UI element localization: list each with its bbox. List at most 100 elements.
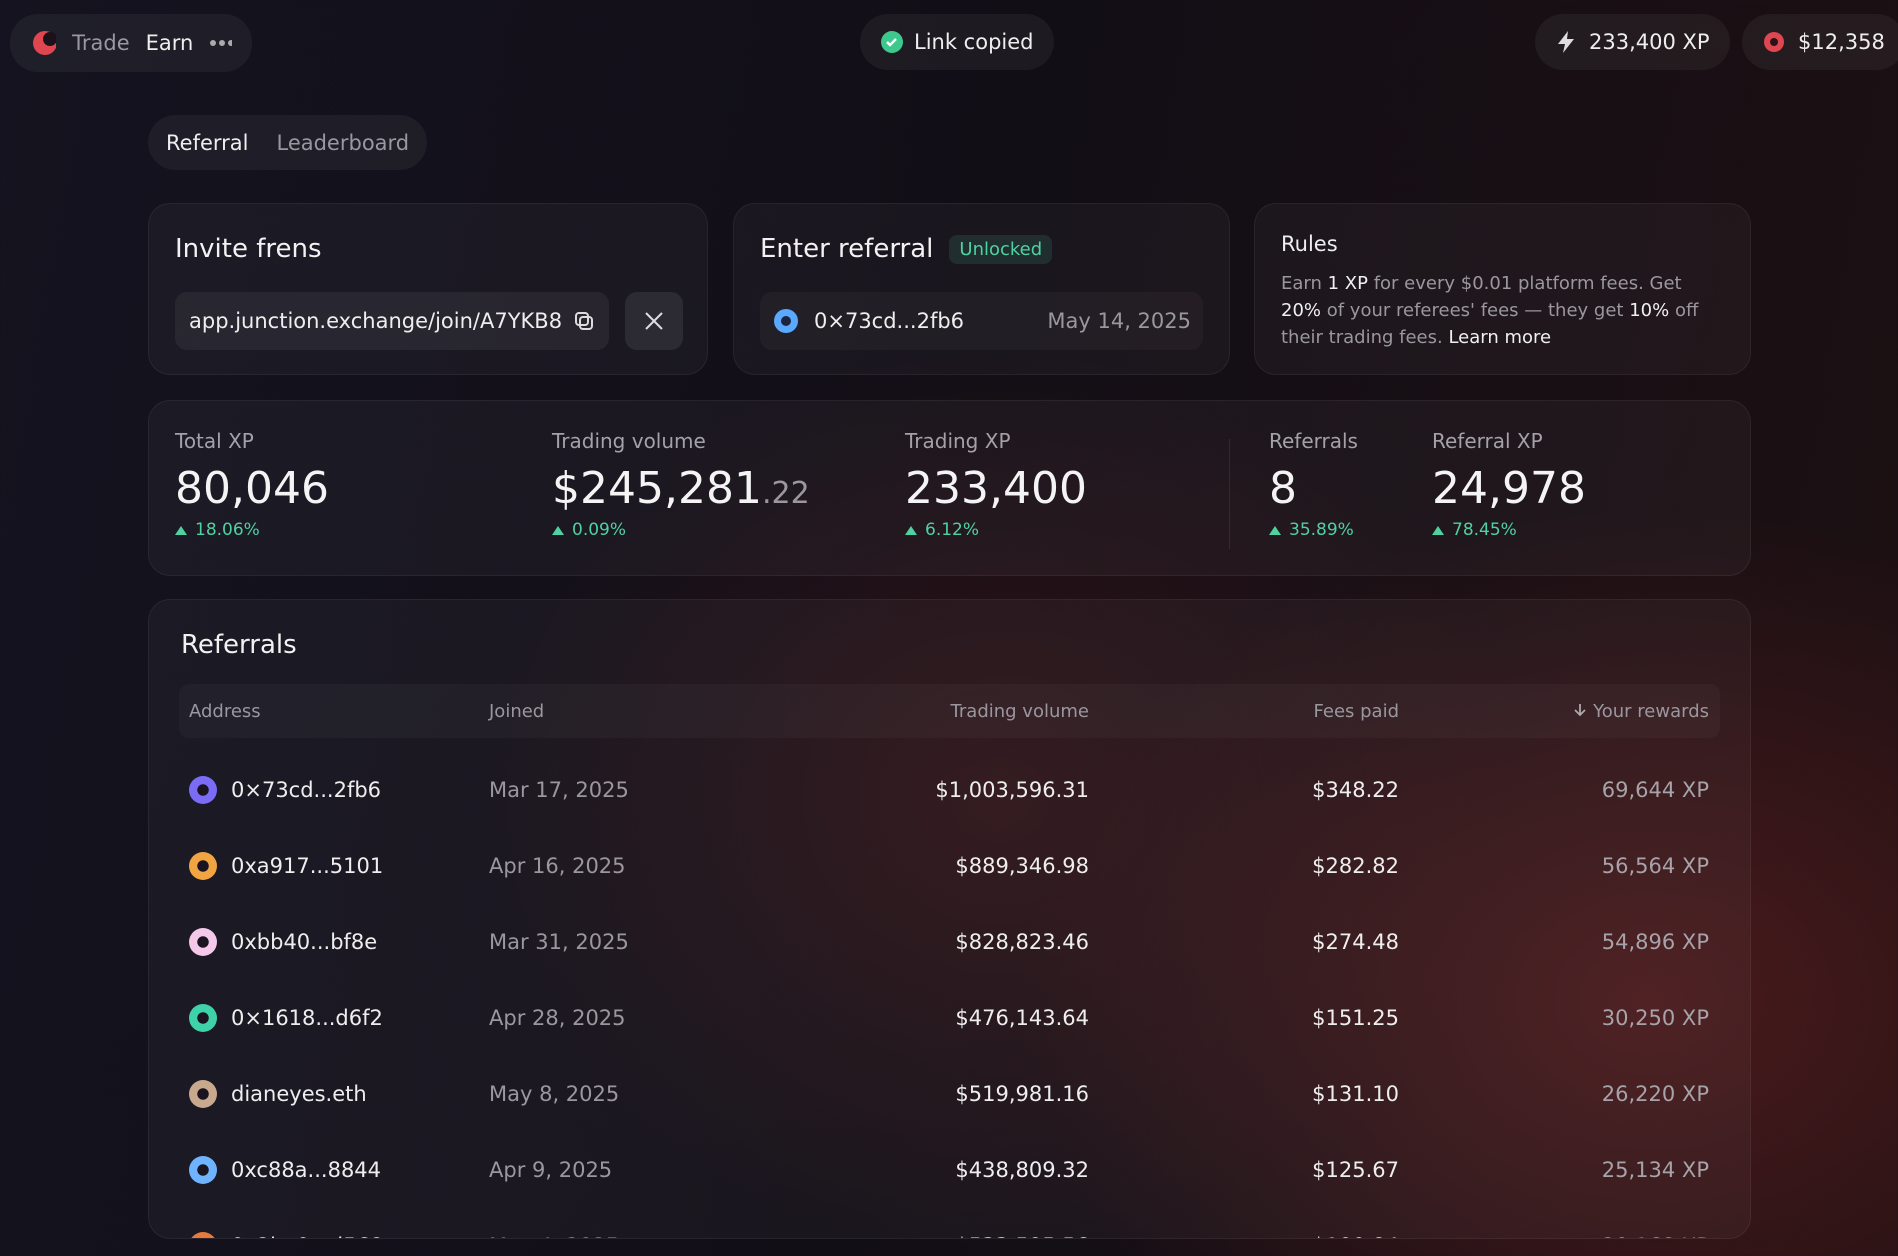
rules-highlight: 1 XP: [1327, 273, 1368, 294]
balance-pill[interactable]: $12,358: [1742, 14, 1898, 70]
cell: 26,220 XP: [1601, 1082, 1709, 1106]
invite-link[interactable]: app.junction.exchange/join/A7YKB8: [175, 292, 609, 350]
stat-value: 8: [1269, 463, 1358, 514]
avatar: [189, 1156, 217, 1184]
rules-segment: Earn: [1281, 273, 1328, 294]
cell: 69,644 XP: [1601, 778, 1709, 802]
cell: 30,250 XP: [1601, 1006, 1709, 1030]
address: 0×73cd...2fb6: [231, 778, 382, 802]
rules-segment: off their trading fees.: [1281, 300, 1699, 348]
more[interactable]: [209, 39, 232, 47]
column-header[interactable]: Your rewards: [1399, 701, 1709, 722]
cell: $100.84: [1089, 1234, 1399, 1238]
stat: Trading XP 233,400 6.12%: [905, 429, 1087, 540]
address-cell: 0×73cd...2fb6: [179, 776, 489, 804]
address-cell: 0×1618...d6f2: [179, 1004, 489, 1032]
date: May 14, 2025: [1047, 309, 1191, 333]
address-cell: 0xbb40...bf8e: [179, 928, 489, 956]
rules-text: Earn 1 XP for every $0.01 platform fees.…: [1281, 270, 1724, 351]
bolt-icon: [1558, 31, 1574, 53]
stat-label: Trading XP: [905, 429, 1011, 453]
nav-link[interactable]: Trade: [72, 31, 130, 55]
cell: Mar 17, 2025: [489, 778, 629, 802]
rules-highlight: 10%: [1629, 300, 1670, 321]
avatar: [189, 1080, 217, 1108]
enter-referral-card: Enter referral Unlocked 0×73cd...2fb6 Ma…: [733, 203, 1230, 375]
cell: May 8, 2025: [489, 1082, 620, 1106]
table-header: Address Joined Trading volume Fees paid Your…: [179, 684, 1720, 738]
stat-value: $245,281.22: [552, 463, 810, 514]
divider: [1229, 439, 1230, 549]
stat-label: Referrals: [1269, 429, 1358, 453]
rules-segment: for every $0.01 platform fees. Get: [1367, 273, 1682, 294]
cell: $125.67: [1312, 1158, 1399, 1182]
check-icon: [881, 31, 903, 53]
coin-icon: [1764, 32, 1784, 52]
referrals-card: Referrals Address Joined Trading volume Fee…: [148, 599, 1751, 1239]
address-cell: 0x2be0...d568: [179, 1232, 489, 1238]
cell: $438,809.32: [955, 1158, 1089, 1182]
rules-title: Rules: [1281, 232, 1338, 256]
rules-highlight: 20%: [1281, 300, 1322, 321]
toast: Link copied: [860, 14, 1054, 70]
address: dianeyes.eth: [231, 1082, 367, 1106]
cell: $348.22: [1312, 778, 1399, 802]
cell: $533,595.56: [809, 1234, 1089, 1238]
card-title: Enter referral: [760, 234, 934, 264]
nav-link[interactable]: Earn: [145, 31, 194, 55]
change-text: 0.09%: [572, 520, 627, 540]
cell: $274.48: [1312, 930, 1399, 954]
stat-number: $245,281: [552, 463, 762, 514]
stat-change: 0.09%: [552, 520, 810, 540]
cell: 54,896 XP: [1601, 930, 1709, 954]
stat: Total XP 80,046 18.06%: [175, 429, 329, 540]
address: 0×1618...d6f2: [231, 1006, 383, 1030]
tab[interactable]: Leaderboard: [276, 130, 410, 155]
table-row: 0×73cd...2fb6 Mar 17, 2025 $1,003,596.31 $3…: [179, 752, 1720, 828]
x-icon: [645, 312, 663, 330]
cell: May 4, 2025: [489, 1234, 809, 1238]
up-arrow: [1269, 526, 1281, 535]
cell: $1,003,596.31: [935, 778, 1089, 802]
card-title: Referrals: [181, 630, 297, 660]
avatar: [189, 928, 217, 956]
up-arrow: [175, 526, 187, 535]
logo: [33, 31, 57, 55]
stat-number: 233,400: [905, 463, 1087, 514]
address-cell: 0xa917...5101: [179, 852, 489, 880]
stat: Referrals 8 35.89%: [1269, 429, 1358, 540]
stat-change: 6.12%: [905, 520, 1087, 540]
avatar: [189, 852, 217, 880]
column-header: Address: [189, 700, 261, 722]
stat-label: Referral XP: [1432, 429, 1543, 453]
up-arrow: [552, 526, 564, 535]
address-cell: 0xc88a...8844: [179, 1156, 489, 1184]
stat-number: 8: [1269, 463, 1297, 514]
share-x[interactable]: [625, 292, 683, 350]
stat-label: Trading volume: [552, 429, 706, 453]
rules-highlight[interactable]: Learn more: [1448, 327, 1552, 348]
sort-icon[interactable]: [1573, 703, 1587, 717]
stat-number: 80,046: [175, 463, 329, 514]
cell: $282.82: [1312, 854, 1399, 878]
cell: $889,346.98: [955, 854, 1089, 878]
tab[interactable]: Referral: [166, 130, 249, 155]
stat-number: 24,978: [1432, 463, 1586, 514]
xp-pill[interactable]: 233,400 XP: [1535, 14, 1730, 70]
copy-icon[interactable]: [573, 310, 595, 332]
table-row: 0xbb40...bf8e Mar 31, 2025 $828,823.46 $274…: [179, 904, 1720, 980]
stat-label: Total XP: [175, 429, 254, 453]
address-cell: dianeyes.eth: [179, 1080, 489, 1108]
up-arrow: [905, 526, 917, 535]
table-row: 0×1618...d6f2 Apr 28, 2025 $476,143.64 $151…: [179, 980, 1720, 1056]
cell: Apr 9, 2025: [489, 1158, 613, 1182]
link-text: app.junction.exchange/join/A7YKB8: [189, 309, 563, 333]
nav: Trade Earn: [10, 14, 252, 72]
address: 0xbb40...bf8e: [231, 930, 378, 954]
column-header: Fees paid: [1313, 700, 1400, 722]
rules-card: Rules Earn 1 XP for every $0.01 platform…: [1254, 203, 1751, 375]
change-text: 18.06%: [195, 520, 260, 540]
xp: 233,400 XP: [1589, 30, 1710, 54]
cell: $476,143.64: [955, 1006, 1089, 1030]
